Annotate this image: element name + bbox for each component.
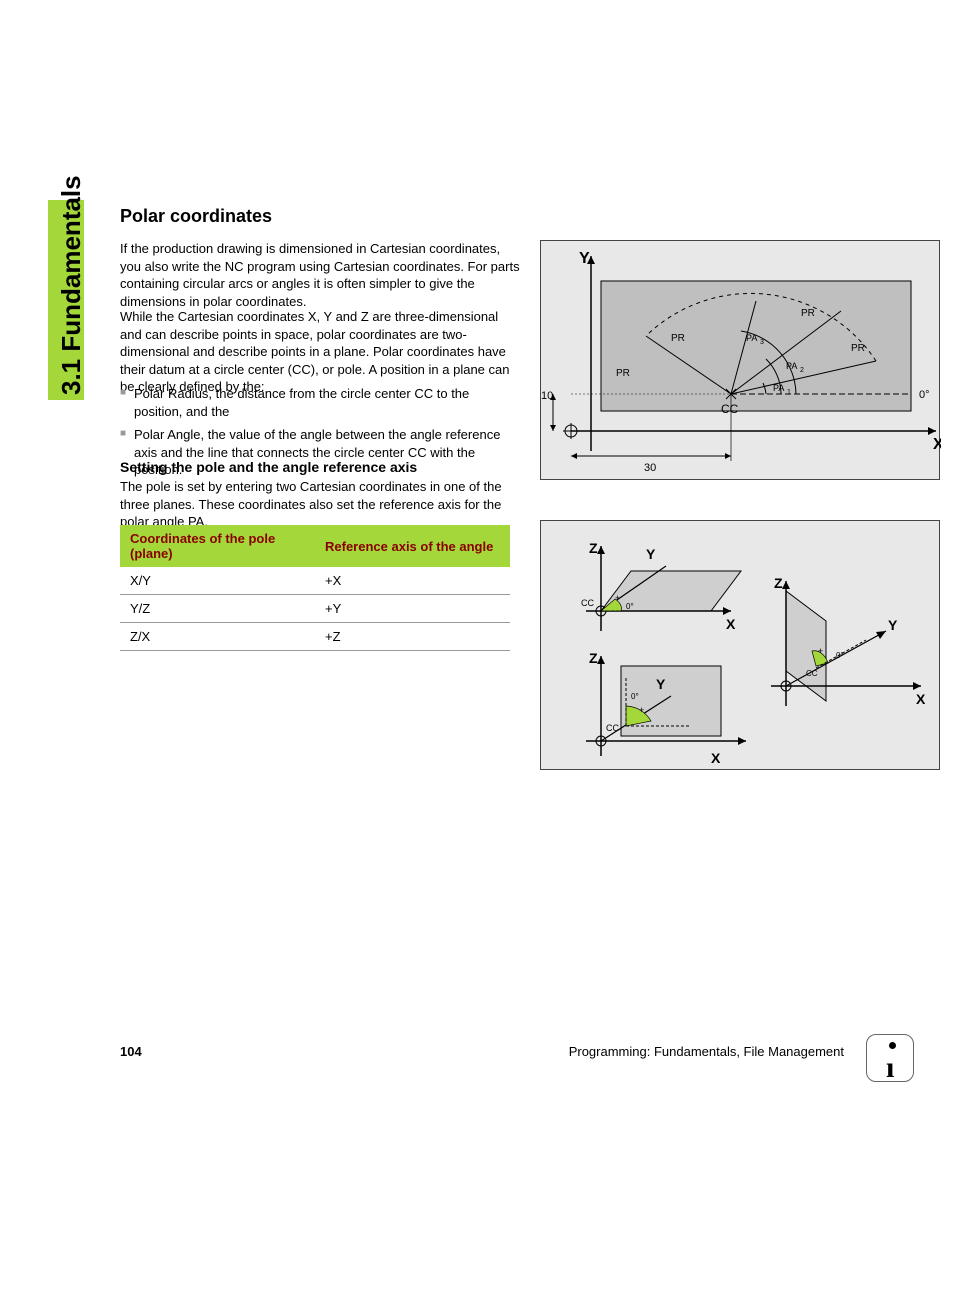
cell-axis: +X: [315, 567, 510, 595]
table-row: Y/Z +Y: [120, 595, 510, 623]
cell-plane: Z/X: [120, 623, 315, 651]
subheading: Setting the pole and the angle reference…: [120, 459, 417, 475]
svg-text:+: +: [639, 705, 644, 715]
zero-deg: 0°: [919, 389, 930, 401]
intro-paragraph-1: If the production drawing is dimensioned…: [120, 240, 520, 310]
svg-text:0°: 0°: [836, 651, 844, 660]
svg-text:0°: 0°: [626, 602, 634, 611]
x-axis-label: X: [933, 436, 941, 453]
cell-axis: +Y: [315, 595, 510, 623]
svg-text:X: X: [916, 691, 926, 707]
info-icon: ı: [866, 1034, 914, 1082]
svg-text:CC: CC: [806, 669, 818, 678]
y-axis-label: Y: [579, 250, 590, 267]
svg-text:Z: Z: [589, 650, 598, 666]
pa3-label: PA: [746, 333, 757, 343]
table-row: Z/X +Z: [120, 623, 510, 651]
table-header-coords: Coordinates of the pole (plane): [120, 525, 315, 567]
svg-text:Y: Y: [656, 676, 666, 692]
cc-label: CC: [721, 402, 739, 416]
figure-polar-coordinates: X Y CC 0° PR PR PR PR PA1 PA2 PA3: [540, 240, 940, 480]
footer-text: Programming: Fundamentals, File Manageme…: [569, 1044, 844, 1059]
pa1-label: PA: [773, 383, 784, 393]
page-number: 104: [120, 1044, 142, 1059]
cell-plane: Y/Z: [120, 595, 315, 623]
svg-text:+: +: [818, 646, 823, 656]
page-title: Polar coordinates: [120, 206, 272, 227]
table-header-refaxis: Reference axis of the angle: [315, 525, 510, 567]
intro-paragraph-2: While the Cartesian coordinates X, Y and…: [120, 308, 520, 396]
svg-text:X: X: [711, 750, 721, 766]
subheading-paragraph: The pole is set by entering two Cartesia…: [120, 478, 520, 531]
svg-text:2: 2: [800, 367, 804, 374]
pr-label: PR: [616, 368, 630, 379]
pr-label: PR: [851, 343, 865, 354]
bullet-polar-radius: Polar Radius, the distance from the circ…: [120, 385, 520, 420]
pr-label: PR: [801, 308, 815, 319]
svg-text:X: X: [726, 616, 736, 632]
svg-text:CC: CC: [581, 598, 594, 608]
cell-plane: X/Y: [120, 567, 315, 595]
svg-text:Z: Z: [589, 540, 598, 556]
svg-text:Y: Y: [646, 546, 656, 562]
svg-text:3: 3: [760, 339, 764, 346]
dim-x: 30: [644, 462, 656, 474]
svg-text:1: 1: [787, 389, 791, 396]
pr-label: PR: [671, 333, 685, 344]
figure-reference-planes: Z X Y CC 0° + Z X: [540, 520, 940, 770]
table-row: X/Y +X: [120, 567, 510, 595]
section-label: 3.1 Fundamentals: [56, 175, 87, 395]
pole-coordinates-table: Coordinates of the pole (plane) Referenc…: [120, 525, 510, 651]
svg-text:CC: CC: [606, 723, 619, 733]
svg-text:Z: Z: [774, 575, 783, 591]
svg-text:Y: Y: [888, 617, 898, 633]
svg-text:+: +: [615, 593, 620, 603]
svg-text:0°: 0°: [631, 692, 639, 701]
dim-y: 10: [541, 390, 553, 402]
cell-axis: +Z: [315, 623, 510, 651]
